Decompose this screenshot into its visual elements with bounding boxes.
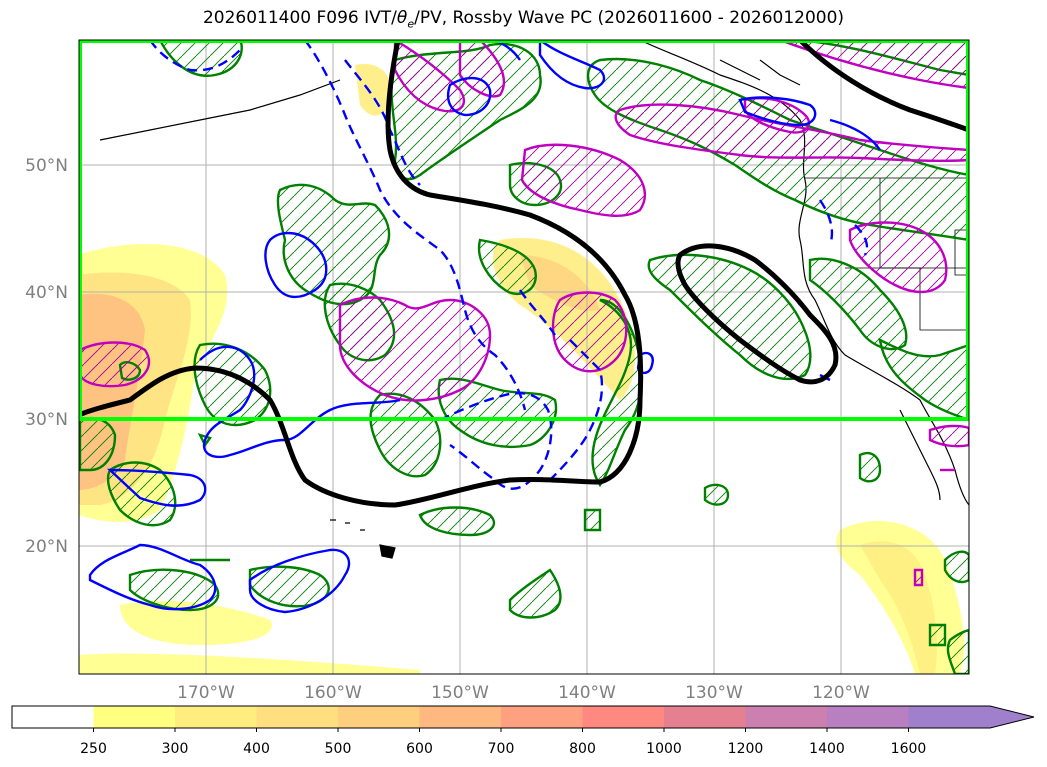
lat-label-40: 40°N xyxy=(25,283,68,303)
pv-negative-contours xyxy=(88,40,881,614)
title-theta: θ xyxy=(396,8,408,28)
lon-label-130w: 130°W xyxy=(685,683,743,703)
colorbar-tick-label: 700 xyxy=(488,741,515,757)
colorbar-segment xyxy=(338,706,420,728)
colorbar-tick-label: 1400 xyxy=(809,741,845,757)
title-prefix: 2026011400 F096 IVT/ xyxy=(202,8,397,28)
colorbar-segment xyxy=(827,706,909,728)
pv-negative-dashed xyxy=(149,40,869,490)
map-title: 2026011400 F096 IVT/θe/PV, Rossby Wave P… xyxy=(0,8,1047,30)
rossby-wave-contours xyxy=(79,40,969,508)
lat-label-30: 30°N xyxy=(25,410,68,430)
colorbar-tick-label: 250 xyxy=(80,741,107,757)
colorbar-tick-label: 1200 xyxy=(728,741,764,757)
colorbar-tick-label: 1000 xyxy=(646,741,682,757)
colorbar-segment xyxy=(175,706,257,728)
colorbar-segment xyxy=(93,706,176,728)
colorbar-segment xyxy=(12,706,94,728)
lon-label-150w: 150°W xyxy=(431,683,489,703)
theta-e-contours xyxy=(79,40,969,587)
colorbar-tick-label: 400 xyxy=(243,741,270,757)
colorbar-segment xyxy=(501,706,583,728)
lon-label-160w: 160°W xyxy=(304,683,362,703)
title-suffix: /PV, Rossby Wave PC (2026011600 - 202601… xyxy=(414,8,845,28)
colorbar-tick-label: 600 xyxy=(406,741,433,757)
colorbar-extension xyxy=(908,706,1034,728)
lon-label-120w: 120°W xyxy=(812,683,870,703)
colorbar-tick-label: 500 xyxy=(325,741,352,757)
colorbar-tick-label: 300 xyxy=(162,741,189,757)
lon-label-170w: 170°W xyxy=(177,683,235,703)
colorbar-tick-label: 1600 xyxy=(891,741,927,757)
coastlines xyxy=(99,40,969,559)
region-box xyxy=(79,40,969,421)
colorbar-segment xyxy=(664,706,746,728)
map-area xyxy=(79,40,969,674)
colorbar: 250 300 400 500 600 700 800 1000 1200 1400 1600 xyxy=(11,705,1035,757)
colorbar-outline xyxy=(11,705,1035,729)
colorbar-tick-label: 800 xyxy=(569,741,596,757)
colorbar-segment xyxy=(745,706,828,728)
latitude-labels: 50°N 40°N 30°N 20°N xyxy=(25,156,68,557)
colorbar-segment xyxy=(419,706,502,728)
lat-label-50: 50°N xyxy=(25,156,68,176)
colorbar-segment xyxy=(256,706,339,728)
lat-label-20: 20°N xyxy=(25,537,68,557)
lon-label-140w: 140°W xyxy=(558,683,616,703)
colorbar-segment xyxy=(582,706,665,728)
title-theta-sub: e xyxy=(407,17,415,31)
longitude-labels: 170°W 160°W 150°W 140°W 130°W 120°W xyxy=(177,683,870,703)
map-frame xyxy=(78,39,970,675)
